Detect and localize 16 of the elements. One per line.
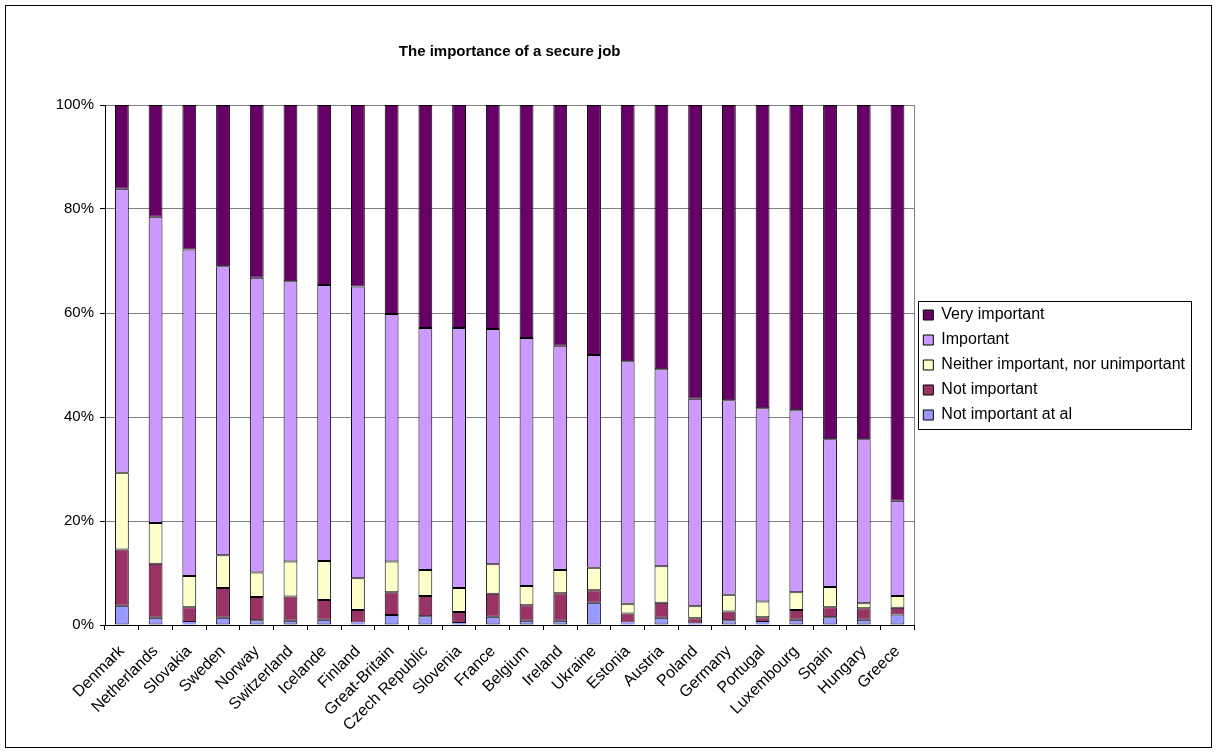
legend-label: Neither important, nor unimportant — [941, 355, 1186, 373]
y-tick-label: 100% — [55, 95, 94, 113]
legend-label: Not important at al — [941, 405, 1073, 423]
y-tick-label: 0% — [72, 615, 94, 633]
y-tick-label: 20% — [63, 511, 94, 529]
y-tick-label: 60% — [63, 303, 94, 321]
chart-title: The importance of a secure job — [398, 42, 621, 60]
y-tick-label: 40% — [63, 407, 94, 425]
bar — [620, 622, 635, 625]
bar — [182, 621, 197, 625]
bar — [755, 621, 770, 625]
y-tick-label: 80% — [63, 199, 94, 217]
legend-label: Not important — [941, 380, 1038, 398]
legend-label: Important — [941, 330, 1010, 348]
bar — [351, 622, 365, 625]
legend-label: Very important — [941, 305, 1046, 323]
